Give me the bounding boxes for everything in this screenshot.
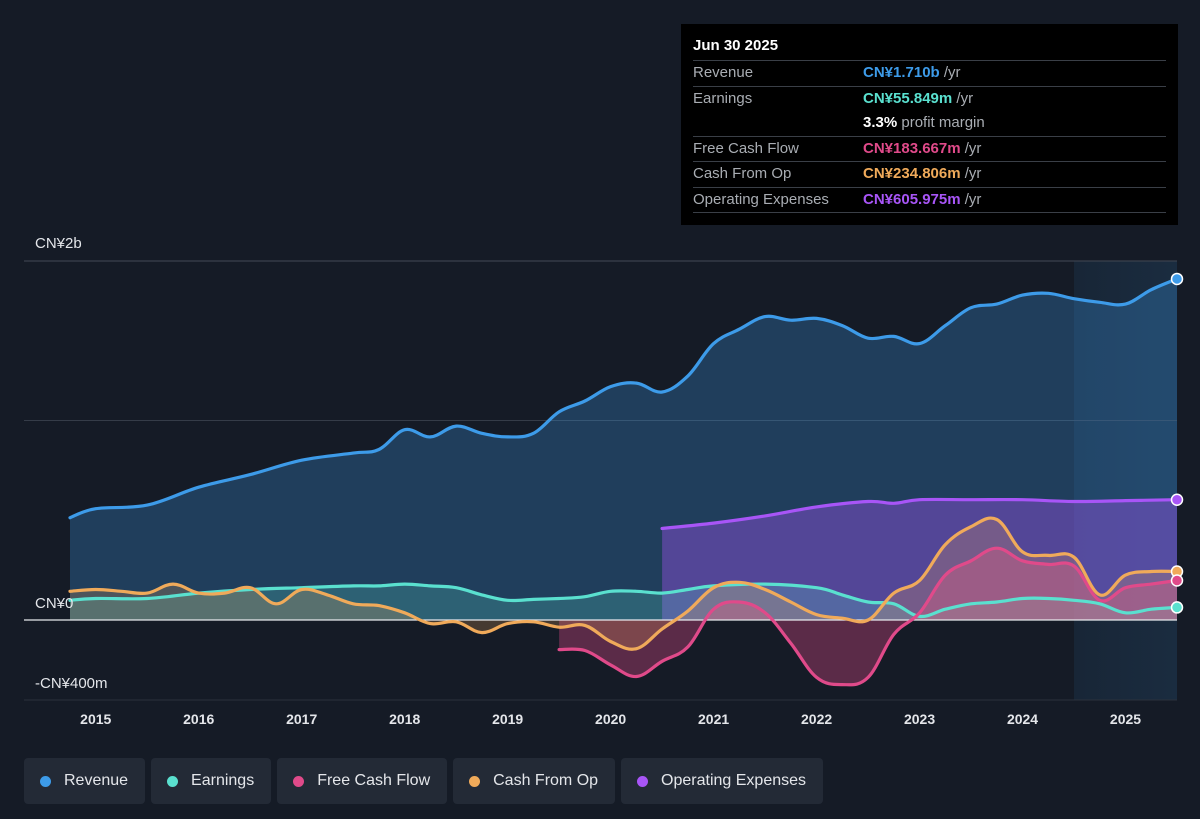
- tooltip-row-value: CN¥55.849m: [863, 89, 953, 107]
- tooltip-row-value-group: 3.3% profit margin: [863, 111, 985, 136]
- tooltip-row: Free Cash Flow CN¥183.667m /yr: [693, 135, 1166, 162]
- tooltip-row-value-group: CN¥1.710b /yr: [863, 61, 961, 86]
- legend-label: Operating Expenses: [661, 772, 807, 789]
- tooltip-rows: Revenue CN¥1.710b /yr Earnings CN¥55.849m /…: [693, 60, 1166, 213]
- operating-expenses-area: [662, 499, 1177, 620]
- tooltip-row-value: CN¥1.710b: [863, 64, 940, 81]
- y-tick-label: -CN¥400m: [35, 675, 108, 692]
- x-tick-label: 2020: [595, 711, 626, 727]
- series-lines: [68, 277, 1179, 687]
- forecast-shade: [1074, 261, 1177, 700]
- tooltip-row-label: Operating Expenses: [693, 190, 829, 208]
- earnings-area: [70, 584, 1177, 620]
- legend-label: Revenue: [64, 772, 129, 789]
- legend: Revenue Earnings Free Cash Flow Cash From O…: [24, 758, 829, 804]
- free-cash-flow-area: [559, 548, 1177, 685]
- legend-label: Cash From Op: [493, 772, 599, 789]
- tooltip-row: Cash From Op CN¥234.806m /yr: [693, 161, 1166, 187]
- tooltip-row-value-group: CN¥234.806m /yr: [863, 162, 981, 187]
- x-tick-label: 2015: [80, 711, 111, 727]
- tooltip-row-label: [693, 111, 863, 136]
- x-tick-label: 2025: [1110, 711, 1141, 727]
- tooltip-row-value-group: CN¥605.975m /yr: [863, 188, 981, 213]
- operating-expenses-end-marker: [1170, 493, 1184, 506]
- tooltip-row-value-group: CN¥183.667m /yr: [863, 137, 981, 162]
- x-tick-label: 2019: [492, 711, 523, 727]
- cash-from-op-line: [68, 516, 1179, 651]
- tooltip-row: 3.3% profit margin: [693, 111, 1166, 136]
- y-axis-labels: CN¥2b CN¥0 -CN¥400m: [35, 235, 108, 692]
- tooltip-row-label: Free Cash Flow: [693, 139, 799, 157]
- tooltip-row-value: CN¥605.975m: [863, 190, 961, 208]
- legend-dot-icon: [293, 775, 305, 787]
- area-fills: [70, 278, 1177, 685]
- free-cash-flow-end-marker: [1170, 574, 1184, 587]
- legend-label: Free Cash Flow: [317, 772, 431, 789]
- legend-item-revenue[interactable]: Revenue: [24, 758, 146, 804]
- legend-dot-icon: [637, 775, 649, 787]
- x-tick-label: 2016: [183, 711, 214, 727]
- cash-from-op-area: [70, 518, 1177, 650]
- legend-dot-icon: [40, 775, 51, 787]
- tooltip-row-value: CN¥234.806m: [863, 165, 961, 182]
- x-tick-label: 2022: [801, 711, 832, 727]
- tooltip-row-label: Cash From Op: [693, 165, 792, 182]
- tooltip-panel: Jun 30 2025 Revenue CN¥1.710b /yr Earnings…: [681, 24, 1178, 225]
- revenue-area: [70, 278, 1177, 620]
- x-tick-label: 2023: [904, 711, 935, 727]
- forecast-region: [1074, 261, 1177, 700]
- tooltip-date: Jun 30 2025: [693, 37, 779, 54]
- tooltip-row-label: Revenue: [693, 64, 754, 81]
- tooltip-row-unit: /yr: [952, 89, 974, 107]
- x-axis-labels: 2015 2016 2017 2018 2019 2020 2021 2022 2023 2024…: [80, 711, 1141, 727]
- legend-dot-icon: [167, 775, 179, 787]
- revenue-line: [68, 277, 1179, 520]
- legend-dot-icon: [469, 775, 481, 787]
- tooltip-row: Operating Expenses CN¥605.975m /yr: [693, 186, 1166, 213]
- tooltip-row-unit: profit margin: [897, 114, 985, 131]
- x-tick-label: 2017: [286, 711, 317, 727]
- tooltip-row-unit: /yr: [960, 165, 982, 182]
- tooltip-row: Earnings CN¥55.849m /yr: [693, 85, 1166, 112]
- free-cash-flow-line: [557, 546, 1179, 687]
- legend-item-free-cash-flow[interactable]: Free Cash Flow: [277, 758, 448, 804]
- legend-item-cash-from-op[interactable]: Cash From Op: [453, 758, 616, 804]
- end-markers: [1170, 272, 1184, 614]
- y-tick-label: CN¥2b: [35, 235, 82, 252]
- legend-item-earnings[interactable]: Earnings: [151, 758, 272, 804]
- y-tick-label: CN¥0: [35, 595, 73, 612]
- tooltip-row-unit: /yr: [960, 139, 982, 157]
- tooltip-row-value-group: CN¥55.849m /yr: [863, 87, 973, 112]
- gridlines: [24, 260, 1177, 701]
- earnings-end-marker: [1170, 601, 1184, 614]
- tooltip-row-label: Earnings: [693, 89, 753, 107]
- operating-expenses-line: [660, 497, 1179, 531]
- legend-label: Earnings: [191, 772, 255, 789]
- earnings-line: [68, 582, 1179, 619]
- legend-item-operating-expenses[interactable]: Operating Expenses: [621, 758, 824, 804]
- tooltip-row: Revenue CN¥1.710b /yr: [693, 60, 1166, 86]
- tooltip-row-value: 3.3%: [863, 114, 898, 131]
- tooltip-row-unit: /yr: [960, 190, 982, 208]
- x-tick-label: 2021: [698, 711, 729, 727]
- tooltip-row-unit: /yr: [939, 64, 961, 81]
- x-tick-label: 2024: [1007, 711, 1038, 727]
- tooltip-row-value: CN¥183.667m: [863, 139, 961, 157]
- revenue-end-marker: [1170, 272, 1184, 286]
- x-tick-label: 2018: [389, 711, 420, 727]
